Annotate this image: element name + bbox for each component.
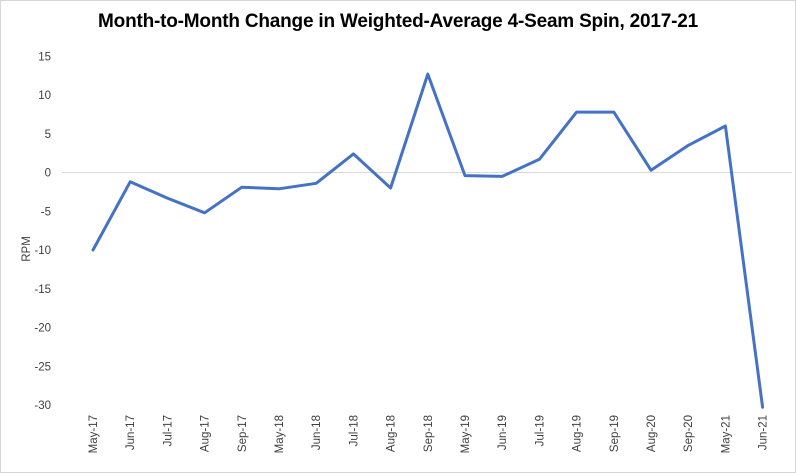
x-tick-label: Aug-19 bbox=[572, 415, 584, 452]
y-tick-label: 10 bbox=[38, 90, 51, 102]
y-tick-label: -20 bbox=[34, 323, 51, 335]
x-tick-label: Jul-19 bbox=[534, 415, 546, 446]
x-tick-label: May-18 bbox=[274, 415, 286, 453]
y-tick-label: -5 bbox=[41, 206, 51, 218]
x-tick-label: Jul-18 bbox=[348, 415, 360, 446]
y-tick-label: -15 bbox=[34, 284, 51, 296]
x-tick-label: May-17 bbox=[88, 415, 100, 453]
x-tick-label: Jun-19 bbox=[497, 415, 509, 450]
chart-title: Month-to-Month Change in Weighted-Averag… bbox=[98, 11, 698, 32]
x-tick-label: Sep-18 bbox=[423, 415, 435, 452]
y-tick-label: -10 bbox=[34, 245, 51, 257]
x-tick-label: Sep-19 bbox=[609, 415, 621, 452]
x-tick-label: Jun-17 bbox=[125, 415, 137, 450]
data-series-line bbox=[91, 72, 765, 409]
x-tick-label: Aug-18 bbox=[386, 415, 398, 452]
x-tick-label: Sep-20 bbox=[683, 415, 695, 452]
y-axis-title: RPM bbox=[21, 236, 33, 262]
y-tick-label: 15 bbox=[38, 51, 51, 63]
x-tick-label: May-19 bbox=[460, 415, 472, 453]
x-tick-label: Jun-18 bbox=[311, 415, 323, 450]
x-tick-label: Jun-21 bbox=[758, 415, 770, 450]
x-tick-label: Aug-17 bbox=[200, 415, 212, 452]
y-tick-label: 5 bbox=[45, 129, 51, 141]
x-tick-label: Jul-17 bbox=[162, 415, 174, 446]
x-tick-label: Sep-17 bbox=[237, 415, 249, 452]
x-tick-label: May-21 bbox=[720, 415, 732, 453]
x-tick-label: Aug-20 bbox=[646, 415, 658, 452]
y-tick-label: 0 bbox=[45, 168, 51, 180]
y-tick-label: -25 bbox=[34, 361, 51, 373]
y-tick-label: -30 bbox=[34, 400, 51, 412]
